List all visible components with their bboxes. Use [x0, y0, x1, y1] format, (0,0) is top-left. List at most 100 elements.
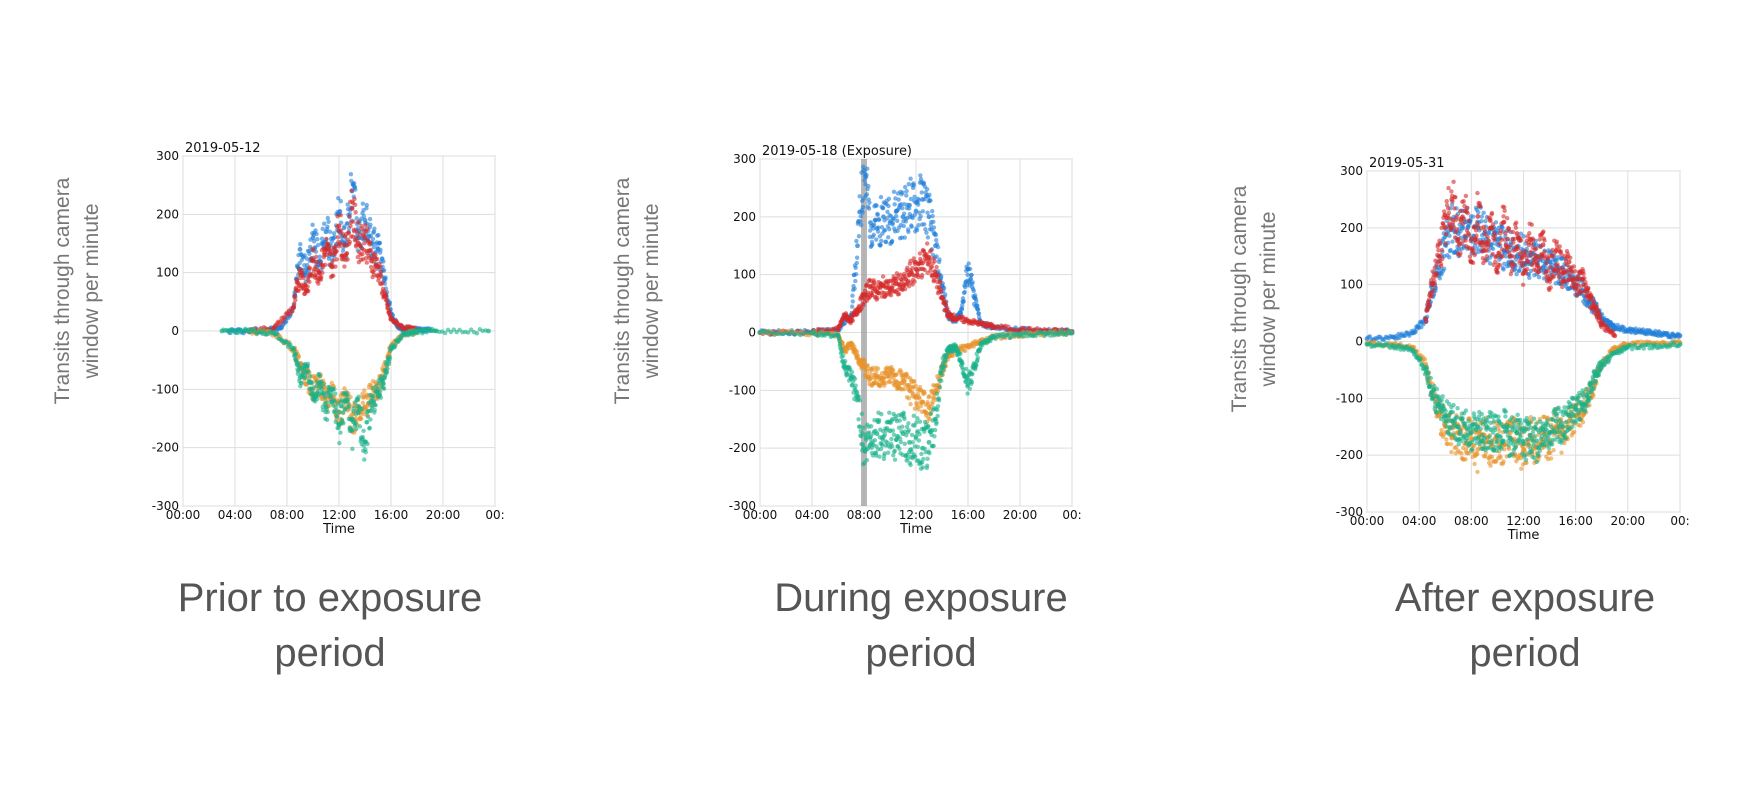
data-point [908, 401, 913, 407]
data-point [1466, 233, 1472, 238]
data-point [917, 251, 923, 256]
data-point [942, 364, 947, 369]
data-point [898, 369, 904, 374]
data-point [350, 446, 355, 452]
data-point [296, 288, 301, 293]
data-point [275, 331, 280, 336]
data-point [318, 373, 323, 379]
data-point [930, 208, 935, 214]
data-point [323, 262, 328, 268]
data-point [914, 227, 920, 233]
data-point [857, 424, 862, 429]
data-point [939, 372, 944, 378]
y-tick-label: -200 [152, 441, 179, 455]
data-point [1503, 231, 1508, 236]
data-point [905, 456, 910, 461]
data-point [346, 231, 351, 236]
data-point [1484, 254, 1490, 259]
data-point [335, 235, 341, 240]
data-point [1551, 274, 1557, 279]
y-tick-label: -300 [729, 499, 756, 513]
data-point [378, 264, 383, 270]
data-point [466, 330, 471, 335]
data-point [324, 417, 330, 423]
data-point [346, 404, 352, 409]
data-point [1506, 226, 1512, 231]
data-point [331, 231, 337, 236]
data-point [1510, 229, 1516, 235]
data-point [974, 299, 979, 304]
series-teal [219, 326, 491, 462]
data-point [965, 272, 970, 278]
data-point [373, 252, 378, 258]
data-point [361, 428, 366, 433]
data-point [1450, 239, 1455, 244]
data-point [348, 172, 354, 177]
data-point [1472, 461, 1477, 467]
data-point [902, 235, 908, 240]
x-tick-label: 00:00 [743, 508, 778, 522]
data-point [1475, 469, 1480, 475]
data-point [1489, 454, 1495, 460]
data-point [1439, 428, 1444, 433]
data-point [928, 248, 934, 253]
data-point [1524, 266, 1530, 272]
data-point [850, 382, 855, 388]
data-point [882, 451, 887, 456]
data-point [886, 196, 892, 201]
data-point [326, 219, 331, 225]
data-point [907, 202, 912, 208]
data-point [1536, 274, 1542, 280]
data-point [860, 442, 866, 447]
data-point [356, 394, 362, 399]
data-point [855, 243, 860, 249]
data-point [939, 287, 944, 292]
data-point [976, 311, 982, 316]
data-point [325, 224, 330, 229]
data-point [1447, 216, 1452, 221]
data-point [881, 214, 886, 220]
data-point [1439, 247, 1445, 253]
data-point [1490, 225, 1495, 231]
data-point [913, 383, 918, 388]
data-point [1463, 457, 1468, 462]
data-point [380, 280, 385, 285]
data-point [387, 309, 392, 315]
data-point [1566, 259, 1572, 265]
data-point [953, 343, 959, 348]
data-point [1432, 283, 1438, 288]
data-point [1470, 260, 1476, 266]
data-point [1517, 268, 1522, 273]
data-point [879, 411, 884, 417]
data-point [1519, 250, 1524, 255]
data-point [1529, 241, 1534, 246]
data-point [1505, 236, 1510, 242]
data-point [1501, 219, 1507, 225]
data-point [1485, 234, 1490, 240]
data-point [927, 394, 932, 399]
data-point [474, 331, 480, 336]
data-point [468, 327, 474, 332]
data-point [1475, 214, 1481, 219]
data-point [862, 178, 867, 183]
data-point [966, 261, 971, 266]
data-point [878, 242, 883, 248]
data-point [969, 379, 975, 385]
data-point [867, 228, 873, 233]
data-point [1463, 238, 1468, 243]
data-point [332, 398, 337, 404]
data-point [902, 386, 907, 392]
data-point [875, 366, 881, 371]
data-point [912, 194, 917, 199]
data-point [367, 425, 372, 431]
data-point [1488, 218, 1493, 224]
x-tick-label: 00:00 [1350, 514, 1385, 528]
data-point [870, 365, 875, 371]
data-point [365, 226, 370, 231]
data-point [378, 395, 384, 400]
data-point [1461, 216, 1467, 221]
data-point [911, 413, 917, 419]
data-point [360, 201, 366, 206]
data-point [331, 273, 336, 278]
data-point [1454, 213, 1459, 219]
